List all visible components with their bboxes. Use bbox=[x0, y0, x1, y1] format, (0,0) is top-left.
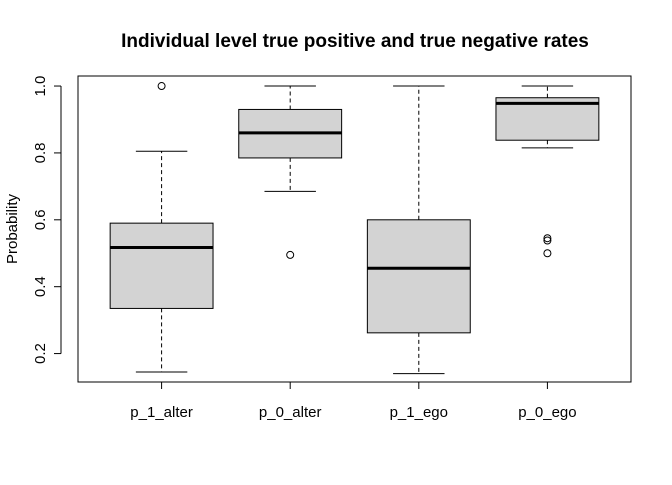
x-tick-label: p_1_alter bbox=[130, 404, 193, 421]
box-p_1_ego bbox=[366, 85, 471, 375]
y-axis-label: Probability bbox=[4, 193, 21, 264]
outlier-point bbox=[543, 249, 552, 258]
chart-title: Individual level true positive and true … bbox=[121, 31, 589, 52]
x-axis: p_1_alter p_0_alter p_1_ego p_0_ego bbox=[130, 381, 577, 421]
y-tick-label: 0.4 bbox=[32, 276, 49, 297]
x-tick-label: p_1_ego bbox=[390, 404, 448, 421]
outlier-point bbox=[543, 236, 552, 245]
boxes-group bbox=[109, 82, 600, 375]
y-tick-label: 1.0 bbox=[32, 76, 49, 97]
iqr-box bbox=[366, 219, 471, 334]
y-tick-label: 0.6 bbox=[32, 209, 49, 230]
x-tick-label: p_0_ego bbox=[518, 404, 576, 421]
outlier-point bbox=[157, 82, 166, 91]
box-p_1_alter bbox=[109, 82, 214, 373]
y-axis: 0.2 0.4 0.6 0.8 1.0 bbox=[32, 76, 62, 364]
box-p_0_alter bbox=[238, 85, 343, 259]
y-tick-label: 0.2 bbox=[32, 343, 49, 364]
box-p_0_ego bbox=[495, 85, 600, 258]
iqr-box bbox=[109, 222, 214, 309]
outlier-point bbox=[286, 250, 295, 259]
y-tick-label: 0.8 bbox=[32, 142, 49, 163]
x-tick-label: p_0_alter bbox=[259, 404, 322, 421]
outlier-point bbox=[543, 234, 552, 243]
